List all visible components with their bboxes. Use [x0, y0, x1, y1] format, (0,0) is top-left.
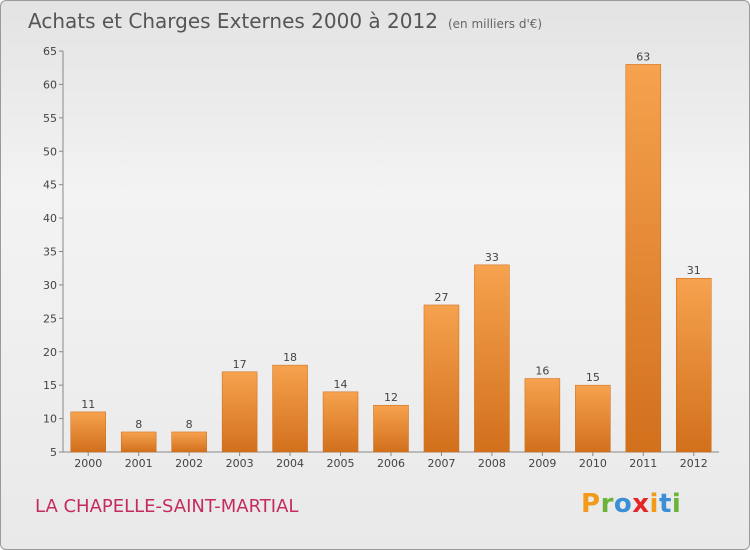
bar: [221, 371, 258, 453]
y-tick-label: 60: [43, 78, 57, 91]
bar-value-label: 8: [135, 418, 142, 431]
bar-value-label: 27: [434, 291, 448, 304]
bar-value-label: 63: [636, 50, 650, 63]
logo-letter: x: [632, 489, 650, 519]
bar: [171, 431, 207, 453]
logo-letter: t: [658, 489, 672, 519]
x-tick-label: 2012: [680, 457, 708, 470]
bar: [70, 411, 106, 453]
logo-letter: r: [600, 489, 614, 519]
bar: [120, 431, 157, 453]
x-tick-label: 2006: [377, 457, 405, 470]
bar: [423, 304, 460, 453]
logo-letter: i: [649, 489, 659, 519]
bar-value-label: 8: [186, 418, 193, 431]
bar-value-label: 12: [384, 391, 398, 404]
bar: [625, 64, 662, 453]
bar: [373, 404, 409, 453]
y-tick-label: 45: [43, 179, 57, 192]
bar-value-label: 31: [687, 264, 701, 277]
bar: [322, 391, 359, 453]
y-tick-label: 20: [43, 346, 57, 359]
bar: [474, 264, 510, 453]
bar-value-label: 14: [334, 378, 348, 391]
y-tick-label: 35: [43, 246, 57, 259]
bar-value-label: 17: [233, 358, 247, 371]
commune-name: LA CHAPELLE-SAINT-MARTIAL: [35, 496, 299, 517]
x-tick-label: 2011: [629, 457, 657, 470]
y-tick-label: 25: [43, 312, 57, 325]
x-tick-label: 2007: [427, 457, 455, 470]
bar: [272, 364, 308, 453]
x-tick-label: 2009: [528, 457, 556, 470]
x-tick-label: 2005: [327, 457, 355, 470]
chart-title-text: Achats et Charges Externes 2000 à 2012: [28, 9, 438, 33]
bar: [524, 378, 561, 453]
bar-value-label: 16: [535, 364, 549, 377]
y-tick-label: 55: [43, 112, 57, 125]
x-tick-label: 2003: [226, 457, 254, 470]
x-tick-label: 2008: [478, 457, 506, 470]
logo-letter: i: [671, 489, 682, 519]
proxiti-logo: Proxiti: [581, 489, 681, 519]
bar: [575, 384, 611, 453]
bar: [676, 277, 712, 453]
x-tick-label: 2001: [125, 457, 153, 470]
y-tick-label: 10: [43, 413, 57, 426]
chart-subtitle: (en milliers d'€): [447, 17, 543, 31]
x-tick-label: 2002: [175, 457, 203, 470]
x-tick-label: 2010: [579, 457, 607, 470]
x-tick-label: 2004: [276, 457, 304, 470]
y-tick-label: 5: [50, 446, 57, 459]
chart-title: Achats et Charges Externes 2000 à 2012 (e…: [28, 9, 542, 33]
y-tick-label: 65: [43, 45, 57, 58]
y-tick-label: 50: [43, 145, 57, 158]
bar-value-label: 33: [485, 251, 499, 264]
bar-value-label: 15: [586, 371, 600, 384]
logo-letter: P: [581, 489, 601, 519]
y-tick-label: 30: [43, 279, 57, 292]
bar-value-label: 18: [283, 351, 297, 364]
bar-value-label: 11: [81, 398, 95, 411]
x-tick-label: 2000: [74, 457, 102, 470]
y-tick-label: 15: [43, 379, 57, 392]
logo-letter: o: [613, 489, 633, 519]
y-tick-label: 40: [43, 212, 57, 225]
